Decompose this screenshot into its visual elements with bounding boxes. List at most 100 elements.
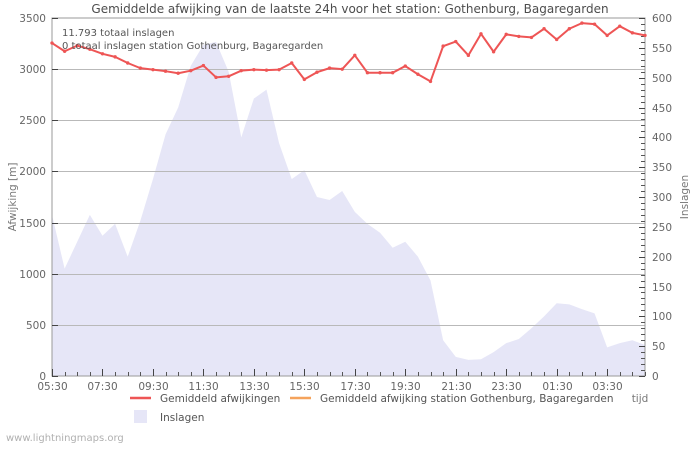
y-axis-right-tick-label: 50 [652, 341, 665, 353]
series-data-point [529, 35, 534, 40]
series-data-point [605, 33, 609, 38]
legend-item[interactable]: Gemiddeld afwijking station Gothenburg, … [290, 393, 613, 405]
x-axis-tick-label: 05:30 [37, 381, 67, 393]
series-data-point [567, 27, 571, 31]
x-axis-title: tijd [632, 393, 649, 405]
series-data-point [592, 22, 597, 26]
series-data-point [138, 66, 143, 70]
series-data-point [163, 69, 168, 73]
series-data-point [479, 32, 483, 36]
y-axis-right: 0 50 100 150 200 250 300 350 400 450 500 550 600 [639, 13, 672, 383]
series-data-point [151, 67, 155, 72]
x-axis-tick-label: 09:30 [138, 381, 168, 393]
series-data-point [517, 34, 521, 39]
legend: Gemiddeld afwijkingen Gemiddeld afwijking… [130, 393, 613, 424]
series-data-point [441, 44, 445, 48]
series-data-point [466, 53, 471, 58]
series-data-point [504, 32, 508, 37]
y-axis-right-tick-label: 350 [652, 162, 672, 174]
y-axis-right-tick-label: 250 [652, 222, 672, 234]
series-data-point [302, 77, 307, 82]
series-data-point [88, 47, 92, 51]
y-axis-right-tick-label: 0 [652, 371, 659, 383]
x-axis-tick-label: 11:30 [188, 381, 218, 393]
series-data-point [277, 67, 281, 72]
legend-item-label: Inslagen [160, 412, 204, 424]
x-axis-tick-label: 07:30 [87, 381, 117, 393]
y-axis-right-tick-label: 200 [652, 252, 672, 264]
x-axis-tick-label: 03:30 [592, 381, 622, 393]
series-data-point [189, 68, 193, 73]
x-axis-tick-label: 17:30 [340, 381, 370, 393]
afwijking-line-series [50, 21, 647, 84]
series-data-point [50, 41, 54, 45]
legend-item-label: Gemiddeld afwijkingen [160, 393, 280, 405]
series-data-point [365, 71, 370, 75]
x-axis-tick-label: 19:30 [390, 381, 420, 393]
inslagen-area-path [52, 41, 645, 377]
legend-item-label: Gemiddeld afwijking station Gothenburg, … [320, 393, 613, 405]
y-axis-right-tick-label: 550 [652, 43, 672, 55]
series-data-point [416, 72, 420, 76]
inslagen-area-series [52, 41, 645, 377]
y-axis-right-tick-label: 100 [652, 311, 672, 323]
series-data-point [378, 71, 382, 75]
y-axis-right-tick-label: 500 [652, 73, 672, 85]
annotation-total-strikes: 11.793 totaal inslagen [62, 28, 174, 39]
series-data-point [618, 24, 622, 28]
y-axis-right-tick-label: 450 [652, 103, 672, 115]
y-axis-left: 0 500 1000 1500 2000 2500 3000 3500 [19, 13, 58, 383]
series-data-point [340, 67, 344, 71]
series-data-point [643, 33, 647, 38]
series-data-point [264, 68, 269, 72]
series-data-point [252, 67, 256, 72]
series-data-point [201, 63, 206, 68]
series-data-point [542, 27, 546, 31]
series-data-point [100, 52, 105, 56]
series-data-point [75, 43, 79, 48]
legend-item[interactable]: Gemiddeld afwijkingen [130, 393, 280, 405]
series-data-point [239, 68, 243, 73]
y-axis-left-tick-label: 2500 [19, 115, 46, 127]
series-data-point [630, 31, 635, 35]
x-axis-tick-label: 15:30 [289, 381, 319, 393]
y-axis-left-tick-label: 0 [39, 371, 46, 383]
series-data-point [315, 70, 319, 74]
series-data-point [491, 50, 496, 54]
y-axis-left-tick-label: 3500 [19, 13, 46, 25]
series-data-point [580, 21, 584, 25]
y-axis-right-tick-label: 150 [652, 282, 672, 294]
series-data-point [403, 64, 407, 68]
x-axis-tick-label: 13:30 [239, 381, 269, 393]
series-data-point [327, 66, 332, 70]
series-data-point [390, 71, 395, 75]
y-axis-left-tick-label: 3000 [19, 64, 46, 76]
y-axis-left-tick-label: 2000 [19, 166, 46, 178]
series-data-point [126, 61, 130, 65]
legend-item[interactable]: Inslagen [134, 410, 204, 424]
y-axis-right-tick-label: 400 [652, 132, 672, 144]
series-data-point [353, 53, 357, 58]
y-axis-left-tick-label: 1000 [19, 269, 46, 281]
y-axis-right-title: Inslagen [679, 175, 691, 219]
series-line-path [51, 22, 646, 83]
x-axis: 05:30 07:30 09:30 11:30 13:30 15:30 17:30 19:30… [37, 369, 646, 393]
y-axis-left-tick-label: 1500 [19, 218, 46, 230]
annotation-station-strikes: 0 totaal inslagen station Gothenburg, Ba… [62, 41, 323, 52]
series-data-point [554, 37, 559, 42]
y-axis-left-title: Afwijking [m] [7, 163, 19, 232]
series-data-point [176, 71, 180, 75]
series-data-point [428, 79, 433, 84]
y-axis-right-tick-label: 300 [652, 192, 672, 204]
page-title: Gemiddelde afwijking van de laatste 24h … [91, 2, 608, 16]
x-axis-tick-label: 01:30 [542, 381, 572, 393]
series-data-point [454, 39, 458, 44]
y-axis-right-tick-label: 600 [652, 13, 672, 25]
x-axis-tick-label: 21:30 [441, 381, 471, 393]
series-data-point [214, 75, 218, 80]
x-axis-tick-label: 23:30 [491, 381, 521, 393]
series-data-point [290, 61, 294, 65]
y-axis-left-tick-label: 500 [26, 320, 46, 332]
